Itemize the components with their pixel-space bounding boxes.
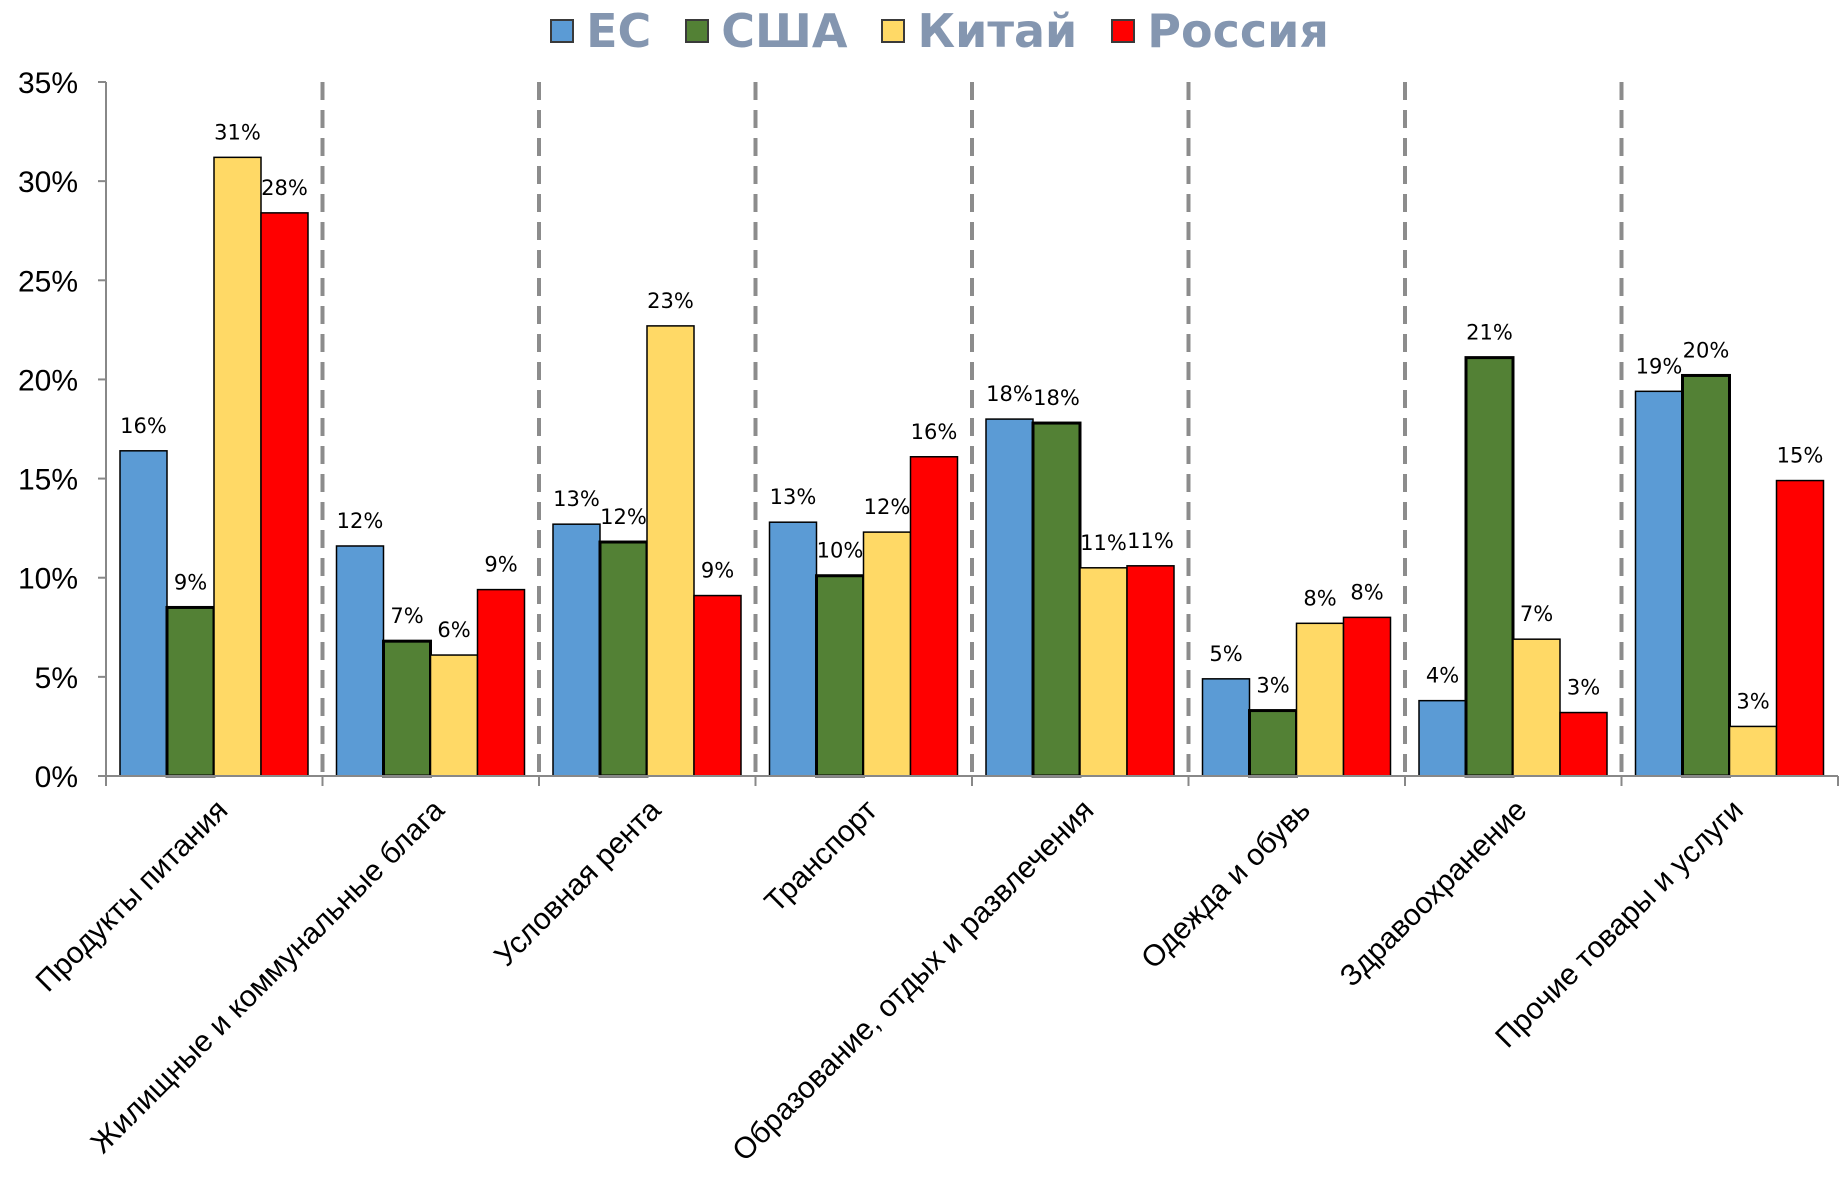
- bar: [646, 325, 695, 777]
- legend-label-eu: ЕС: [586, 4, 652, 58]
- data-label: 20%: [1683, 338, 1730, 362]
- bar: [119, 450, 168, 777]
- legend-label-usa: США: [721, 4, 848, 58]
- data-label: 11%: [1080, 531, 1127, 555]
- bar: [552, 523, 601, 777]
- bar: [1775, 479, 1825, 777]
- bar: [768, 521, 818, 777]
- legend-label-russia: Россия: [1147, 4, 1329, 58]
- bar: [260, 212, 309, 777]
- bar: [1512, 638, 1561, 777]
- x-category-label: Одежда и обувь: [1135, 794, 1317, 976]
- data-label: 8%: [1350, 580, 1383, 604]
- x-category-label: Жилищные и коммунальные блага: [85, 793, 451, 1159]
- y-tick-label: 10%: [18, 563, 78, 596]
- bar: [213, 156, 262, 777]
- bar: [1728, 725, 1778, 777]
- data-label: 13%: [553, 487, 600, 511]
- bar: [429, 654, 479, 777]
- bar: [985, 418, 1034, 777]
- bar: [476, 588, 526, 777]
- data-label: 9%: [484, 553, 517, 577]
- y-tick-label: 0%: [35, 761, 78, 794]
- bar: [815, 574, 865, 778]
- legend-item-eu: ЕС: [550, 8, 651, 54]
- legend-swatch-eu: [550, 19, 575, 43]
- legend-swatch-china: [881, 19, 906, 43]
- y-tick-label: 15%: [18, 464, 78, 497]
- bar: [1201, 678, 1251, 777]
- data-label: 10%: [817, 539, 864, 563]
- bar: [1079, 567, 1128, 777]
- bar: [1418, 699, 1467, 777]
- x-category-label: Образование, отдых и развлечения: [726, 794, 1100, 1168]
- x-category-label: Здравоохранение: [1334, 794, 1534, 994]
- bar: [165, 605, 216, 778]
- y-tick-label: 20%: [18, 364, 78, 397]
- legend-item-china: Китай: [881, 8, 1077, 54]
- data-label: 19%: [1636, 354, 1683, 378]
- x-category-label: Продукты питания: [30, 794, 235, 999]
- bar: [1031, 421, 1082, 778]
- data-label: 23%: [647, 289, 694, 313]
- data-label: 6%: [437, 618, 470, 642]
- data-label: 16%: [120, 414, 167, 438]
- data-label: 8%: [1303, 586, 1336, 610]
- data-label: 4%: [1426, 664, 1459, 688]
- data-label: 18%: [1033, 386, 1080, 410]
- data-label: 12%: [600, 505, 647, 529]
- data-label: 28%: [261, 176, 308, 200]
- bar: [1559, 711, 1608, 777]
- bar: [1295, 622, 1345, 777]
- data-label: 7%: [1520, 602, 1553, 626]
- data-label: 21%: [1466, 321, 1513, 345]
- legend-swatch-usa: [685, 19, 710, 43]
- data-label: 31%: [214, 120, 261, 144]
- y-tick-label: 5%: [35, 662, 78, 695]
- x-category-label: Прочие товары и услуги: [1489, 794, 1750, 1055]
- data-label: 5%: [1209, 642, 1242, 666]
- bar: [909, 456, 959, 777]
- data-label: 12%: [864, 495, 911, 519]
- bar: [1634, 390, 1684, 777]
- bar: [1248, 709, 1298, 778]
- data-label: 15%: [1777, 444, 1824, 468]
- data-label: 16%: [911, 420, 958, 444]
- y-tick-label: 25%: [18, 265, 78, 298]
- legend-item-russia: Россия: [1111, 8, 1329, 54]
- bar: [382, 639, 432, 778]
- data-label: 13%: [770, 485, 817, 509]
- data-label: 9%: [701, 559, 734, 583]
- y-tick-label: 35%: [18, 67, 78, 100]
- data-label: 9%: [174, 570, 207, 594]
- data-label: 3%: [1736, 689, 1769, 713]
- bar: [598, 540, 649, 778]
- bar: [1464, 356, 1515, 778]
- legend-swatch-russia: [1111, 19, 1136, 43]
- data-label: 11%: [1127, 529, 1174, 553]
- legend-item-usa: США: [685, 8, 847, 54]
- y-tick-label: 30%: [18, 166, 78, 199]
- bar: [335, 545, 385, 777]
- data-label: 12%: [337, 509, 384, 533]
- bar: [1342, 616, 1392, 777]
- bar: [1126, 565, 1175, 777]
- data-label: 3%: [1567, 676, 1600, 700]
- data-label: 7%: [390, 604, 423, 628]
- chart-legend: ЕС США Китай Россия: [0, 0, 1839, 62]
- legend-label-china: Китай: [917, 4, 1078, 58]
- bar: [1681, 373, 1731, 778]
- bar: [862, 531, 912, 777]
- x-category-label: Условная рента: [488, 793, 667, 972]
- data-label: 3%: [1256, 674, 1289, 698]
- x-category-label: Транспорт: [758, 793, 884, 919]
- data-label: 18%: [986, 382, 1033, 406]
- bar: [693, 594, 742, 777]
